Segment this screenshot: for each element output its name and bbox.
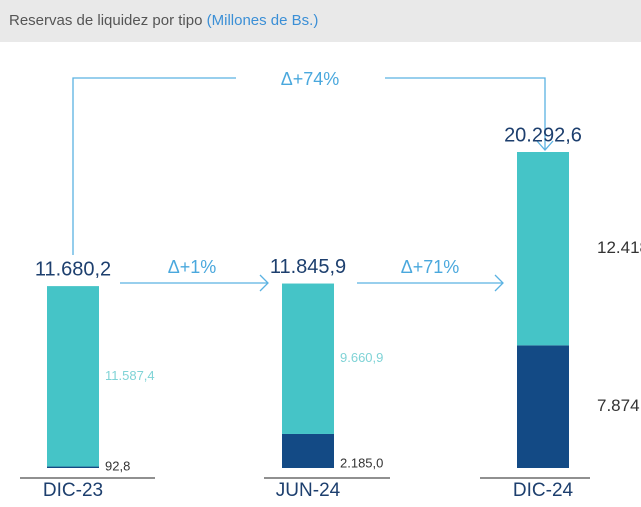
bar-segment [517, 345, 569, 468]
segment-label: 92,8 [105, 459, 130, 474]
arrow-head [494, 274, 504, 292]
bar-segment [282, 283, 334, 434]
segment-label: 7.874,3 [597, 396, 641, 415]
bar-segment [282, 433, 334, 468]
annotation: Δ+71% [401, 257, 460, 277]
segment-label: 12.418,3 [597, 238, 641, 257]
arrow [72, 77, 236, 255]
segment-label: 11.587,4 [105, 368, 155, 383]
bar-segment [47, 466, 99, 468]
x-tick-label: JUN-24 [276, 480, 341, 501]
arrow-head [259, 274, 269, 292]
title-bar [0, 0, 641, 42]
chart-title: Reservas de liquidez por tipo (Millones … [9, 12, 318, 29]
segment-label: 2.185,0 [340, 455, 383, 470]
arrows [72, 77, 554, 292]
total-label: 20.292,6 [504, 124, 582, 146]
arrow-head [536, 140, 554, 151]
bar-segment [47, 286, 99, 467]
total-label: 11.845,9 [270, 256, 346, 278]
x-tick-label: DIC-24 [513, 480, 574, 501]
title: Reservas de liquidez por tipo [9, 12, 202, 29]
total-label: 11.680,2 [35, 258, 111, 280]
x-tick-label: DIC-23 [43, 480, 103, 501]
arrow [385, 77, 546, 150]
subtitle: (Millones de Bs.) [207, 12, 319, 29]
annotation: Δ+1% [168, 257, 217, 277]
segment-label: 9.660,9 [340, 350, 383, 365]
bar-segment [517, 152, 569, 346]
annotation: Δ+74% [281, 69, 340, 89]
